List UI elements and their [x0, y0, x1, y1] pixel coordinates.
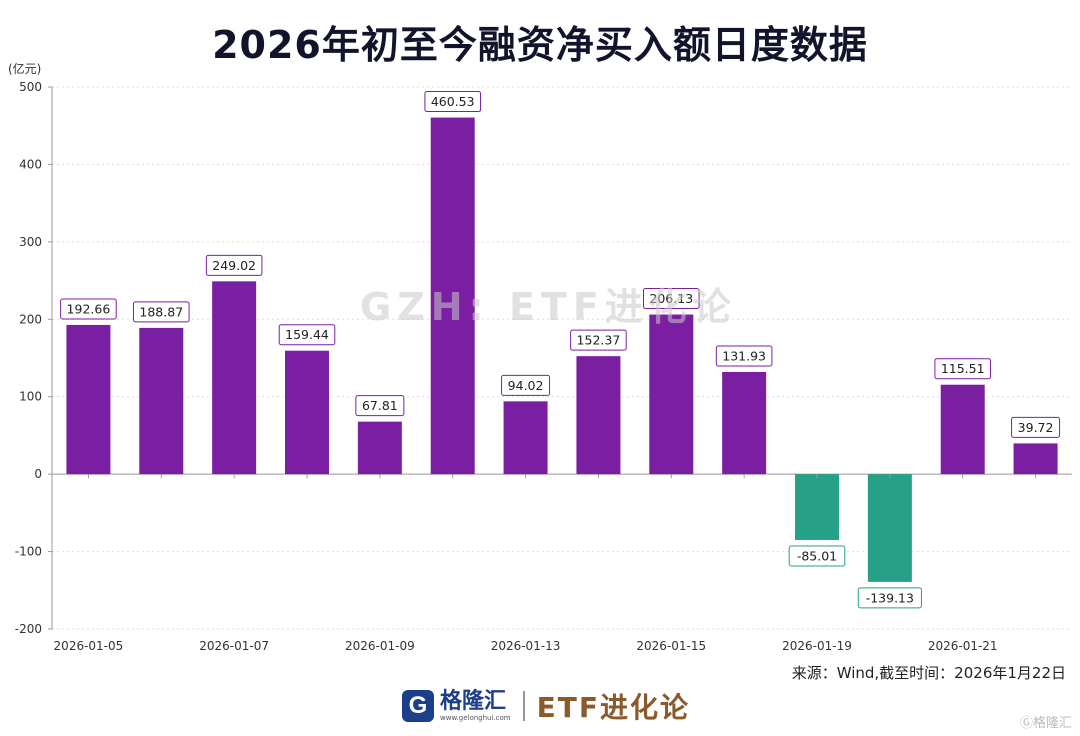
logo-url: www.gelonghui.com [440, 713, 511, 722]
x-tick-label: 2026-01-07 [199, 639, 269, 653]
chart-title: 2026年初至今融资净买入额日度数据 [212, 23, 868, 67]
data-label: -85.01 [797, 548, 837, 563]
bar [649, 314, 694, 475]
bar-chart: 500 400 300 200 100 0 -100 -200 192.66 2026-01-05… [15, 80, 1072, 653]
bar [66, 324, 111, 475]
y-tick-label: 0 [34, 467, 42, 481]
logo-name: 格隆汇 [440, 688, 507, 714]
bar [795, 474, 839, 540]
x-tick-label: 2026-01-19 [782, 639, 852, 653]
x-tick-label: 2026-01-13 [491, 639, 561, 653]
data-label: 188.87 [139, 304, 183, 319]
source-note: 来源：Wind,截至时间：2026年1月22日 [791, 664, 1066, 682]
footer-branding: G 格隆汇 www.gelonghui.com ETF进化论 [402, 686, 690, 726]
y-tick-label: -100 [15, 545, 42, 559]
y-tick-label: 300 [19, 235, 42, 249]
data-label: 115.51 [941, 361, 985, 376]
data-label: -139.13 [866, 590, 914, 605]
data-label: 159.44 [285, 327, 329, 342]
data-label: 460.53 [431, 94, 475, 109]
bar [212, 281, 257, 475]
data-label-box [715, 345, 773, 367]
footer-divider [522, 691, 525, 721]
data-label-box [60, 298, 117, 320]
data-label-box [355, 395, 405, 417]
y-tick-label: 200 [19, 312, 42, 326]
y-axis-unit: (亿元) [8, 62, 42, 76]
data-label-box [788, 545, 846, 567]
bar [285, 350, 329, 475]
y-tick-label: 400 [19, 157, 42, 171]
data-label: 249.02 [212, 258, 256, 273]
data-label-box [501, 374, 551, 396]
corner-watermark: Ⓖ格隆汇 [1019, 716, 1072, 731]
bar [503, 401, 548, 475]
data-label-box [857, 587, 922, 609]
watermark: GZH: ETF进化论 [360, 285, 737, 329]
data-label: 39.72 [1018, 420, 1054, 435]
data-label-box [278, 324, 336, 346]
data-label-box [424, 91, 482, 113]
bar [357, 421, 402, 475]
gelonghui-logo-icon: G [402, 690, 434, 722]
y-tick-label: 500 [19, 80, 42, 94]
y-tick-label: 100 [19, 390, 42, 404]
data-label: 131.93 [722, 348, 766, 363]
data-label: 94.02 [508, 378, 544, 393]
bar [1013, 443, 1058, 475]
data-label-box [132, 301, 190, 323]
x-tick-label: 2026-01-05 [54, 639, 124, 653]
data-label-box [934, 358, 992, 380]
y-tick-label: -200 [15, 622, 42, 636]
x-tick-label: 2026-01-21 [928, 639, 998, 653]
data-label-box [570, 329, 627, 351]
data-label-box [1011, 416, 1061, 438]
bar [576, 356, 621, 475]
bar [940, 384, 985, 475]
data-label: 192.66 [67, 301, 111, 316]
x-tick-label: 2026-01-09 [345, 639, 415, 653]
data-label-box [642, 288, 700, 310]
data-label: 206.13 [649, 291, 693, 306]
x-tick-label: 2026-01-15 [636, 639, 706, 653]
data-label: 67.81 [362, 398, 398, 413]
bar [867, 474, 912, 582]
bar [139, 327, 184, 475]
brand-name: ETF进化论 [536, 691, 690, 724]
data-label-box [205, 254, 263, 276]
data-label: 152.37 [577, 333, 621, 348]
bar [722, 371, 767, 475]
bar [430, 117, 475, 475]
